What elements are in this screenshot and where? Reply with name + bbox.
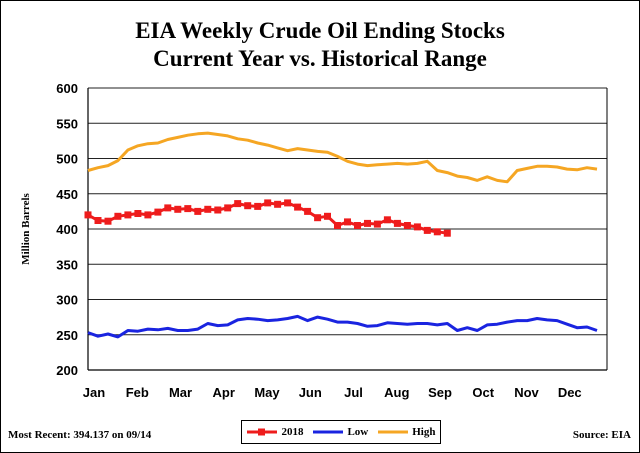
y-tick-label: 500 — [56, 152, 78, 167]
data-point-2018 — [184, 205, 192, 213]
data-point-2018 — [294, 203, 302, 211]
x-tick-label: Oct — [472, 385, 494, 400]
y-tick-label: 200 — [56, 363, 78, 378]
x-tick-label: May — [254, 385, 280, 400]
legend-swatch-high — [378, 430, 409, 434]
data-point-2018 — [104, 217, 112, 225]
most-recent-note: Most Recent: 394.137 on 09/14 — [8, 429, 152, 441]
y-axis-label: Million Barrels — [20, 192, 32, 264]
series-line-high — [87, 131, 598, 184]
data-point-2018 — [134, 210, 142, 217]
y-tick-label: 400 — [56, 222, 78, 237]
data-point-2018 — [314, 214, 322, 222]
chart-svg: 200 250 300 350 400 450 500 550 600 Jan Feb Mar Apr M… — [20, 81, 608, 400]
data-point-2018 — [423, 226, 431, 234]
data-point-2018 — [304, 207, 312, 215]
data-point-2018 — [433, 228, 441, 236]
y-tick-label: 250 — [56, 328, 78, 343]
data-point-2018 — [214, 206, 222, 214]
y-tick-label: 550 — [56, 116, 78, 131]
y-tick-label: 450 — [56, 187, 78, 202]
legend-swatch-2018 — [247, 428, 278, 436]
data-point-2018 — [443, 229, 451, 237]
data-point-2018 — [274, 200, 282, 208]
data-point-2018 — [413, 223, 421, 231]
x-tick-label: Mar — [169, 385, 192, 400]
x-tick-label: Feb — [126, 385, 149, 400]
chart-title-line1: EIA Weekly Crude Oil Ending Stocks — [135, 18, 505, 43]
data-point-2018 — [364, 219, 371, 227]
data-point-2018 — [174, 205, 182, 213]
data-point-2018 — [383, 216, 391, 224]
data-point-2018 — [84, 211, 92, 219]
source-note: Source: EIA — [572, 429, 631, 441]
data-point-2018 — [144, 211, 152, 219]
data-point-2018 — [373, 220, 381, 228]
data-point-2018 — [344, 218, 351, 226]
data-point-2018 — [224, 204, 232, 212]
data-point-2018 — [393, 219, 401, 227]
legend-item-2018: 2018 — [246, 426, 303, 438]
x-tick-label: Aug — [384, 385, 409, 400]
y-tick-label: 600 — [56, 81, 78, 96]
data-point-2018 — [403, 222, 411, 229]
data-point-2018 — [284, 199, 292, 207]
chart-title-line2: Current Year vs. Historical Range — [153, 46, 487, 71]
data-point-2018 — [334, 222, 341, 229]
legend-label-2018: 2018 — [281, 426, 304, 438]
x-tick-label: Jan — [83, 385, 105, 400]
data-point-2018 — [254, 202, 262, 210]
data-point-2018 — [164, 204, 172, 212]
y-tick-label: 300 — [56, 293, 78, 308]
data-point-2018 — [194, 207, 202, 215]
data-point-2018 — [324, 212, 331, 220]
data-point-2018 — [264, 199, 272, 207]
x-tick-label: Apr — [213, 385, 235, 400]
data-point-2018 — [154, 208, 162, 216]
legend-item-low: Low — [312, 426, 368, 438]
x-tick-label: Jul — [344, 385, 363, 400]
x-tick-label: Jun — [299, 385, 322, 400]
x-tick-label: Dec — [558, 385, 582, 400]
x-tick-label: Nov — [514, 385, 539, 400]
y-tick-label: 350 — [56, 257, 78, 272]
data-point-2018 — [94, 217, 102, 224]
data-point-2018 — [204, 205, 212, 213]
legend-label-low: Low — [347, 426, 369, 438]
data-point-2018 — [234, 200, 242, 208]
legend-item-high: High — [377, 426, 435, 438]
data-point-2018 — [124, 211, 132, 219]
data-point-2018 — [244, 202, 252, 210]
x-tick-label: Sep — [428, 385, 452, 400]
legend: 2018 Low High — [241, 420, 441, 444]
data-point-2018 — [114, 212, 122, 220]
data-point-2018 — [354, 222, 361, 229]
legend-label-high: High — [412, 426, 436, 438]
series-line-low — [87, 314, 598, 339]
legend-swatch-low — [313, 430, 344, 434]
